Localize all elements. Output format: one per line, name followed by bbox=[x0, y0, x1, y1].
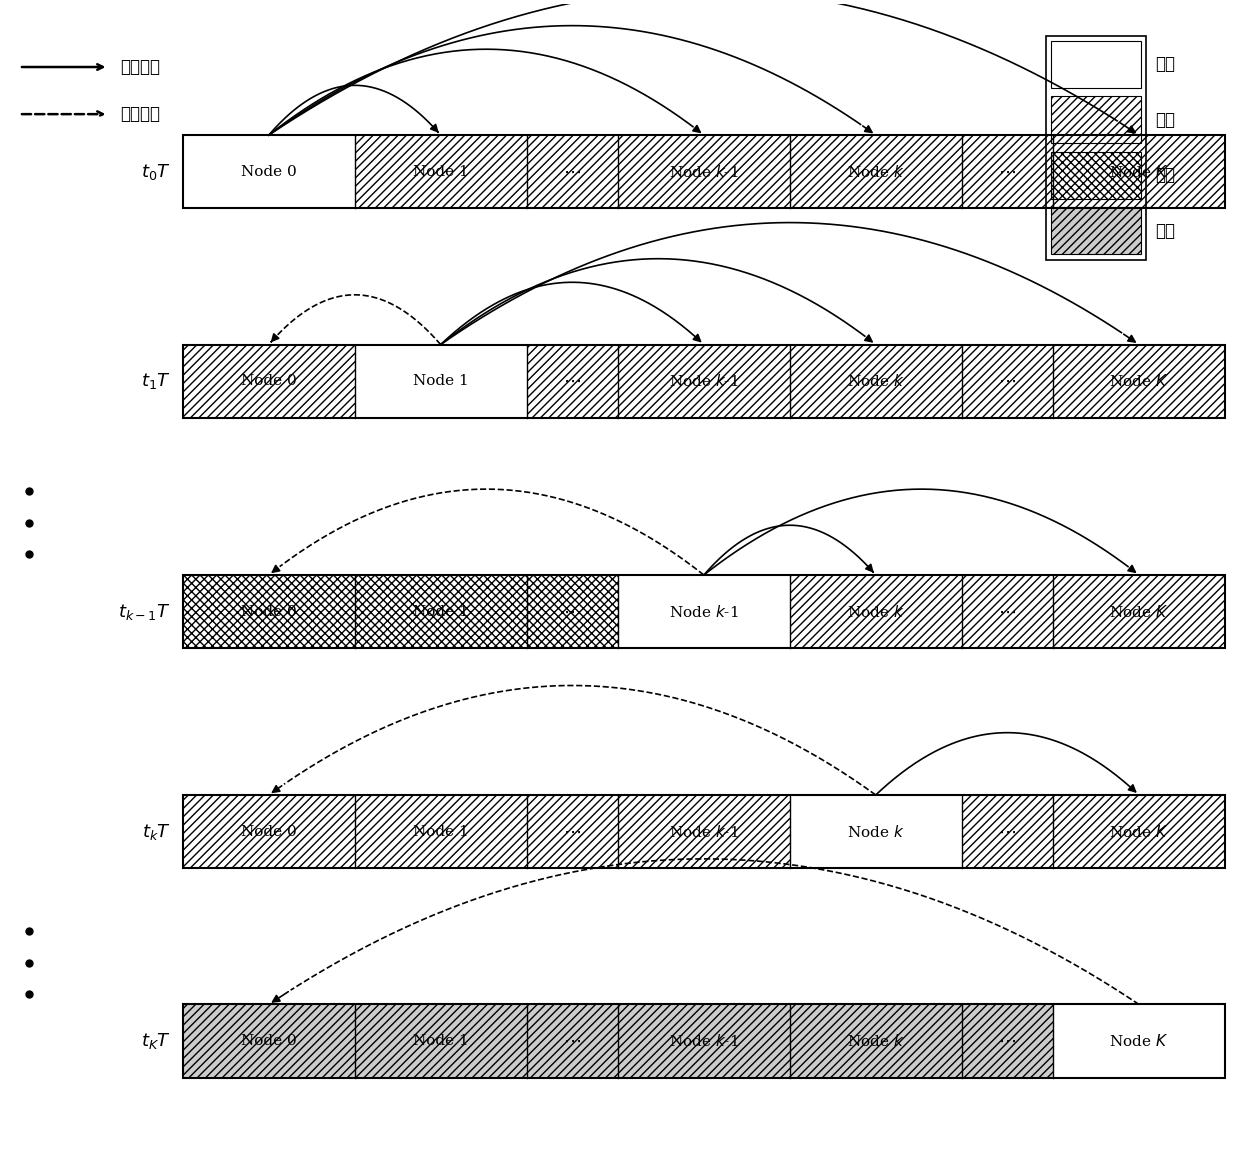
Text: $\cdots$: $\cdots$ bbox=[999, 603, 1016, 621]
Bar bbox=[1051, 41, 1141, 87]
Text: Node $K$: Node $K$ bbox=[1109, 163, 1168, 179]
Text: Node 1: Node 1 bbox=[413, 164, 468, 178]
Text: Node 1: Node 1 bbox=[413, 1034, 468, 1048]
Bar bbox=[354, 135, 527, 208]
Text: 能量采集: 能量采集 bbox=[120, 58, 160, 76]
Bar bbox=[354, 795, 527, 868]
Bar bbox=[527, 1004, 618, 1078]
Text: $t_1T$: $t_1T$ bbox=[141, 371, 171, 391]
Bar bbox=[789, 575, 961, 649]
Bar bbox=[527, 575, 618, 649]
Bar bbox=[789, 795, 961, 868]
Text: Node $K$: Node $K$ bbox=[1109, 823, 1168, 840]
Bar bbox=[961, 575, 1053, 649]
Text: $\cdots$: $\cdots$ bbox=[999, 822, 1016, 841]
Bar bbox=[1053, 1004, 1225, 1078]
Bar bbox=[1051, 97, 1141, 144]
Bar bbox=[961, 795, 1053, 868]
Text: $t_KT$: $t_KT$ bbox=[141, 1032, 171, 1051]
Bar bbox=[354, 345, 527, 417]
Bar bbox=[1053, 135, 1225, 208]
Text: Node 0: Node 0 bbox=[240, 374, 296, 389]
Bar bbox=[183, 795, 354, 868]
Text: Node 0: Node 0 bbox=[240, 825, 296, 838]
Text: $\cdots$: $\cdots$ bbox=[564, 603, 581, 621]
Bar bbox=[1053, 575, 1225, 649]
Text: $\cdots$: $\cdots$ bbox=[564, 373, 581, 390]
Bar bbox=[183, 575, 354, 649]
Text: Node $k$: Node $k$ bbox=[847, 823, 904, 840]
Bar bbox=[961, 1004, 1053, 1078]
Bar bbox=[961, 135, 1053, 208]
Bar bbox=[183, 795, 1225, 868]
Bar bbox=[618, 135, 789, 208]
Text: Node $K$: Node $K$ bbox=[1109, 374, 1168, 389]
Text: Node 1: Node 1 bbox=[413, 374, 468, 389]
Text: $t_0T$: $t_0T$ bbox=[141, 162, 171, 182]
Text: $\cdots$: $\cdots$ bbox=[564, 1032, 581, 1050]
Bar bbox=[618, 795, 789, 868]
Bar bbox=[183, 135, 354, 208]
Text: $\cdots$: $\cdots$ bbox=[999, 163, 1016, 181]
Text: $t_kT$: $t_kT$ bbox=[142, 821, 171, 842]
Bar bbox=[527, 135, 618, 208]
Bar bbox=[1051, 152, 1141, 199]
Text: 采能: 采能 bbox=[1156, 110, 1176, 129]
Bar bbox=[354, 1004, 527, 1078]
Bar bbox=[183, 575, 1225, 649]
Bar bbox=[618, 575, 789, 649]
Bar bbox=[1053, 345, 1225, 417]
Text: Node $k$-1: Node $k$-1 bbox=[669, 1033, 738, 1049]
Bar bbox=[354, 575, 527, 649]
Bar bbox=[618, 345, 789, 417]
Bar bbox=[1053, 795, 1225, 868]
Text: $\cdots$: $\cdots$ bbox=[564, 163, 581, 181]
Text: Node 1: Node 1 bbox=[413, 825, 468, 838]
Bar bbox=[789, 135, 961, 208]
Bar bbox=[527, 345, 618, 417]
Text: $\cdots$: $\cdots$ bbox=[999, 1032, 1016, 1050]
Text: Node $k$-1: Node $k$-1 bbox=[669, 374, 738, 389]
Text: $\cdots$: $\cdots$ bbox=[564, 822, 581, 841]
Bar bbox=[527, 795, 618, 868]
Bar bbox=[1051, 41, 1141, 87]
Text: $t_{k-1}T$: $t_{k-1}T$ bbox=[119, 601, 171, 622]
Text: Node $k$-1: Node $k$-1 bbox=[669, 163, 738, 179]
Bar bbox=[183, 1004, 354, 1078]
Text: Node 0: Node 0 bbox=[240, 1034, 296, 1048]
Text: Node 0: Node 0 bbox=[240, 605, 296, 619]
Text: Node $K$: Node $K$ bbox=[1109, 604, 1168, 620]
Bar bbox=[1051, 152, 1141, 199]
Text: Node $k$-1: Node $k$-1 bbox=[669, 823, 738, 840]
Bar bbox=[1051, 207, 1141, 254]
Text: Node $k$-1: Node $k$-1 bbox=[669, 604, 738, 620]
Bar bbox=[183, 1004, 1225, 1078]
Bar bbox=[789, 1004, 961, 1078]
Text: Node $k$: Node $k$ bbox=[847, 1033, 904, 1049]
Text: Node $K$: Node $K$ bbox=[1109, 1033, 1168, 1049]
Bar bbox=[1046, 36, 1146, 260]
Bar bbox=[1051, 97, 1141, 144]
Text: 工作: 工作 bbox=[1156, 55, 1176, 74]
Text: Node $k$: Node $k$ bbox=[847, 604, 904, 620]
Text: 休眠: 休眠 bbox=[1156, 222, 1176, 240]
Text: 信息传输: 信息传输 bbox=[120, 105, 160, 123]
Bar bbox=[618, 1004, 789, 1078]
Text: Node 1: Node 1 bbox=[413, 605, 468, 619]
Bar bbox=[183, 345, 1225, 417]
Bar bbox=[789, 345, 961, 417]
Bar bbox=[1051, 207, 1141, 254]
Text: Node $k$: Node $k$ bbox=[847, 163, 904, 179]
Text: Node 0: Node 0 bbox=[240, 164, 296, 178]
Bar bbox=[961, 345, 1053, 417]
Bar bbox=[183, 135, 1225, 208]
Text: 收信: 收信 bbox=[1156, 167, 1176, 184]
Text: Node $k$: Node $k$ bbox=[847, 374, 904, 389]
Text: $\cdots$: $\cdots$ bbox=[999, 373, 1016, 390]
Bar bbox=[183, 345, 354, 417]
